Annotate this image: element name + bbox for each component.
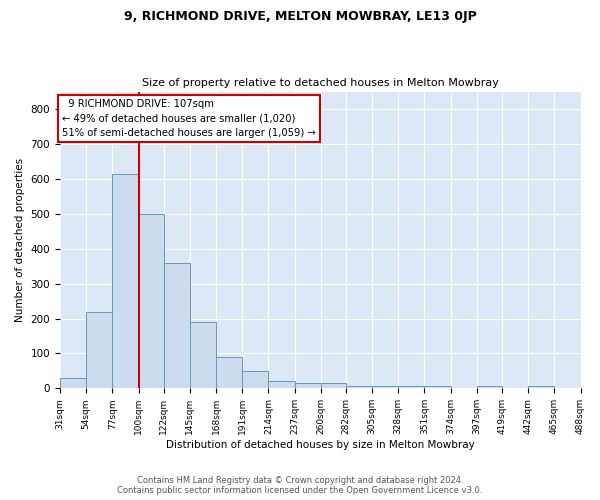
Bar (372, 386, 398, 388)
Text: 9, RICHMOND DRIVE, MELTON MOWBRAY, LE13 0JP: 9, RICHMOND DRIVE, MELTON MOWBRAY, LE13 … (124, 10, 476, 23)
Bar (398, 386, 424, 388)
Bar (216, 357, 242, 388)
Bar (190, 322, 216, 388)
Bar (321, 383, 346, 388)
Bar (60, 378, 86, 388)
Title: Size of property relative to detached houses in Melton Mowbray: Size of property relative to detached ho… (142, 78, 499, 88)
Bar (268, 382, 295, 388)
Text: Contains HM Land Registry data © Crown copyright and database right 2024.
Contai: Contains HM Land Registry data © Crown c… (118, 476, 482, 495)
Bar (528, 386, 554, 388)
X-axis label: Distribution of detached houses by size in Melton Mowbray: Distribution of detached houses by size … (166, 440, 475, 450)
Bar (242, 371, 268, 388)
Bar (139, 214, 164, 388)
Bar (346, 386, 372, 388)
Bar (424, 386, 451, 388)
Bar (86, 312, 112, 388)
Bar (477, 386, 502, 388)
Bar (295, 383, 321, 388)
Y-axis label: Number of detached properties: Number of detached properties (15, 158, 25, 322)
Bar (112, 174, 139, 388)
Text: 9 RICHMOND DRIVE: 107sqm
← 49% of detached houses are smaller (1,020)
51% of sem: 9 RICHMOND DRIVE: 107sqm ← 49% of detach… (62, 98, 316, 138)
Bar (164, 262, 190, 388)
